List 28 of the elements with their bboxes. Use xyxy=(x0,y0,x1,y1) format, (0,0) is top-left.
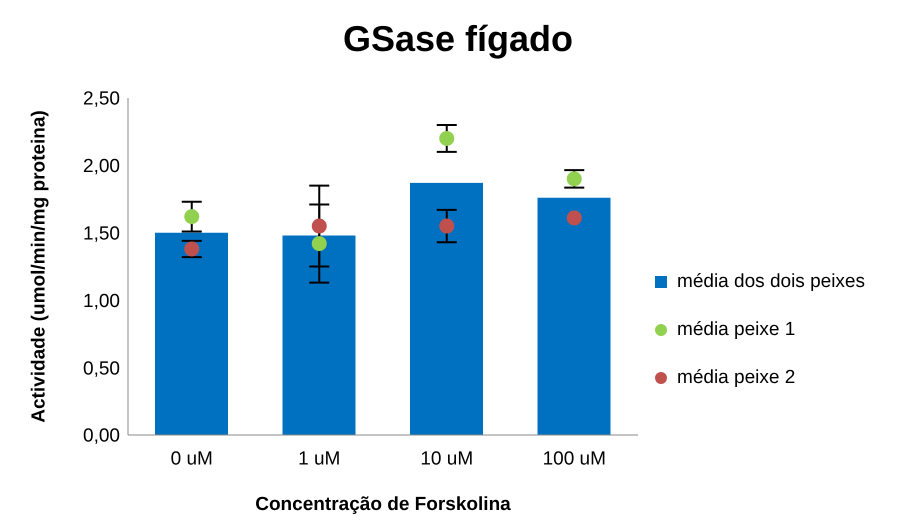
x-tick-label: 1 uM xyxy=(298,448,340,470)
bar xyxy=(538,198,610,435)
point xyxy=(184,241,200,256)
x-tick-label: 100 uM xyxy=(542,448,606,470)
point xyxy=(312,236,327,252)
bar xyxy=(155,232,228,435)
y-tick-label: 1,50 xyxy=(83,224,120,245)
point xyxy=(184,209,200,224)
y-tick-label: 0,00 xyxy=(83,426,120,447)
y-axis-title: Actividade (umol/min/mg proteina) xyxy=(28,110,50,423)
chart-title: GSase fígado xyxy=(342,18,574,60)
x-tick-label: 0 uM xyxy=(170,448,213,470)
point xyxy=(439,218,454,234)
legend-label: média peixe 1 xyxy=(677,319,796,341)
x-axis-title: Concentração de Forskolina xyxy=(255,494,512,515)
point xyxy=(312,218,327,234)
point xyxy=(439,130,454,146)
x-tick-label: 10 uM xyxy=(420,448,474,470)
y-tick-label: 0,50 xyxy=(83,358,120,380)
legend-label: média dos dois peixes xyxy=(677,271,865,293)
point xyxy=(566,171,582,186)
y-tick-label: 2,50 xyxy=(83,88,120,110)
legend-label: média peixe 2 xyxy=(677,367,796,389)
y-tick-label: 2,00 xyxy=(83,156,120,178)
bar xyxy=(282,235,356,435)
y-tick-label: 1,00 xyxy=(83,290,120,312)
bar xyxy=(410,182,483,435)
point xyxy=(566,210,582,226)
